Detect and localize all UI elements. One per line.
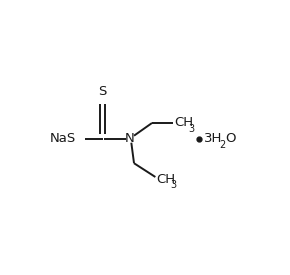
Text: 3H: 3H <box>204 132 222 145</box>
Text: O: O <box>225 132 235 145</box>
Text: CH: CH <box>157 173 176 186</box>
Text: 3: 3 <box>188 124 195 134</box>
Text: NaS: NaS <box>50 132 76 145</box>
Text: 2: 2 <box>219 140 225 150</box>
Text: N: N <box>125 132 134 145</box>
Text: S: S <box>98 85 107 98</box>
Text: 3: 3 <box>171 180 177 190</box>
Text: CH: CH <box>175 117 194 130</box>
